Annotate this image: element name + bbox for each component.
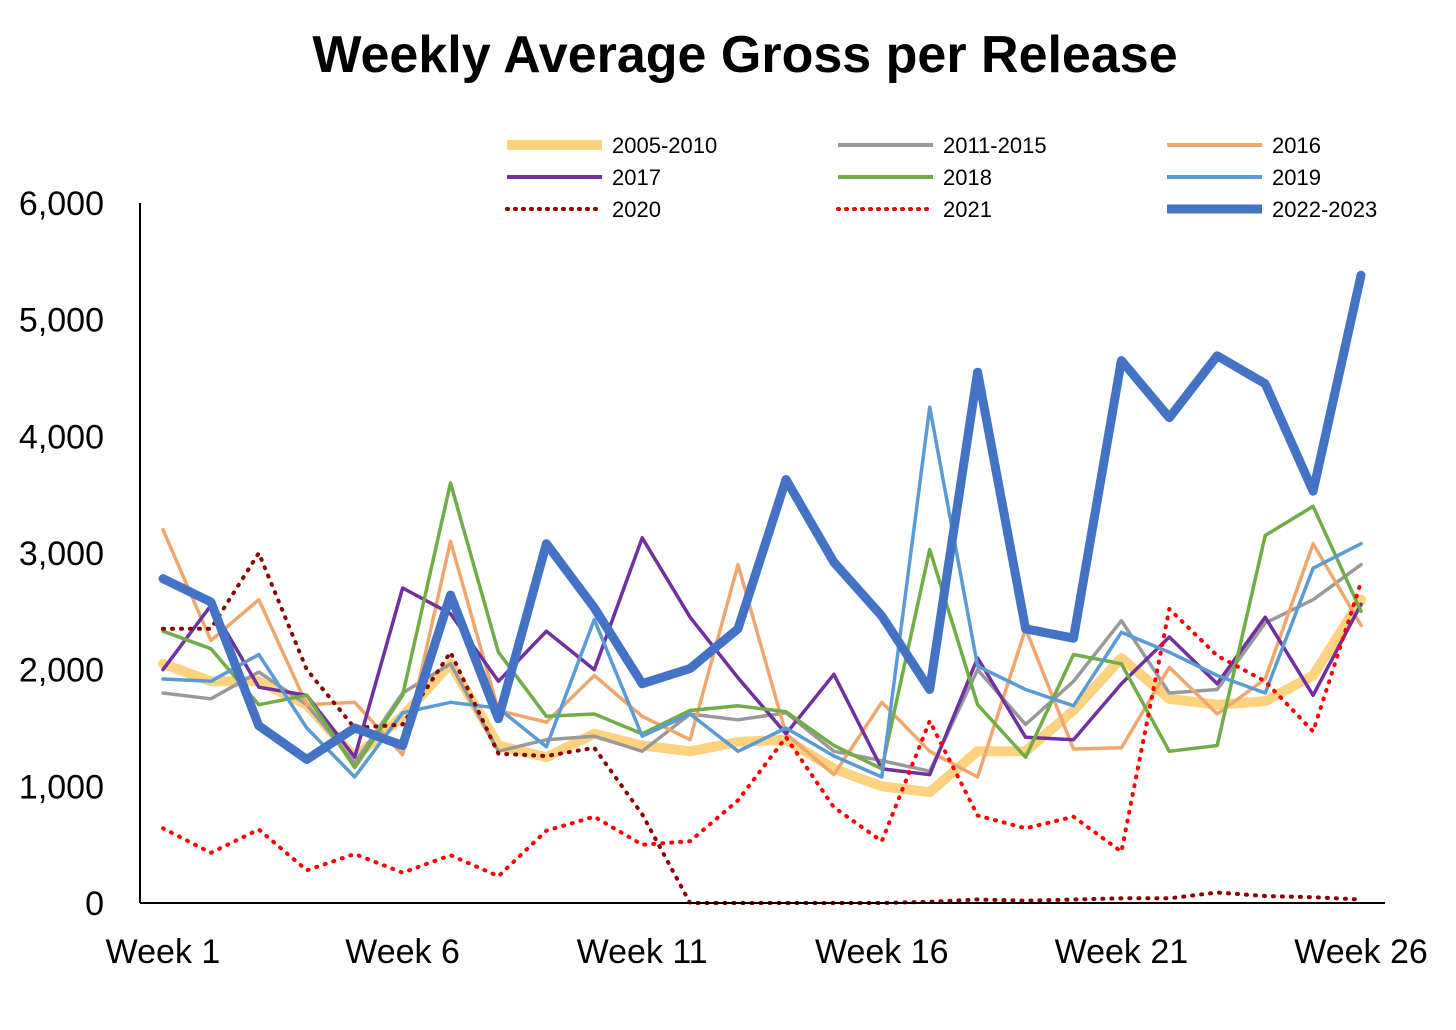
legend-label-2018: 2018 (943, 165, 992, 190)
x-tick-label: Week 26 (1294, 933, 1428, 971)
series-line-2020 (161, 551, 1363, 905)
series-line-2022-2023 (158, 270, 1366, 764)
y-tick-label: 4,000 (19, 418, 104, 456)
y-tick-label: 0 (85, 885, 104, 923)
legend-label-2016: 2016 (1272, 133, 1321, 158)
series-line-2019 (161, 405, 1363, 779)
legend-label-2005-2010: 2005-2010 (612, 133, 717, 158)
legend-label-2011-2015: 2011-2015 (943, 133, 1047, 158)
chart-title: Weekly Average Gross per Release (312, 26, 1177, 84)
y-tick-label: 6,000 (19, 185, 104, 223)
x-tick-label: Week 21 (1055, 933, 1189, 971)
x-axis-ticks: Week 1 Week 6 Week 11 Week 16 Week 21 Week 26 (106, 933, 1428, 971)
x-tick-label: Week 11 (577, 933, 708, 971)
series-lines (158, 270, 1366, 905)
legend-label-2021: 2021 (943, 197, 992, 222)
y-tick-label: 3,000 (19, 535, 104, 573)
legend: 2005-2010 2011-2015 2016 2017 2018 2019 2020 20… (505, 133, 1377, 222)
series-line-2018 (161, 481, 1363, 771)
y-tick-label: 5,000 (19, 302, 104, 340)
legend-label-2020: 2020 (612, 197, 661, 222)
y-tick-label: 2,000 (19, 652, 104, 690)
x-tick-label: Week 6 (345, 933, 460, 971)
series-line-2016 (161, 527, 1363, 779)
legend-label-2022-2023: 2022-2023 (1272, 197, 1377, 222)
legend-label-2019: 2019 (1272, 165, 1321, 190)
legend-label-2017: 2017 (612, 165, 661, 190)
x-tick-label: Week 16 (815, 933, 949, 971)
x-tick-label: Week 1 (106, 933, 221, 971)
series-line-2021 (161, 580, 1363, 879)
y-tick-label: 1,000 (19, 768, 104, 806)
y-axis-ticks: 0 1,000 2,000 3,000 4,000 5,000 6,000 (19, 185, 104, 923)
